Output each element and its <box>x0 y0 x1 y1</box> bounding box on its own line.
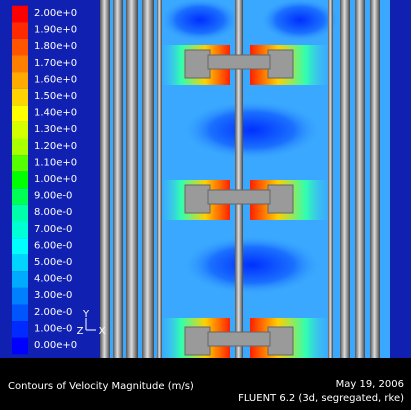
color-swatch <box>12 288 28 305</box>
axis-z: Z <box>77 326 84 337</box>
color-swatch <box>12 305 28 322</box>
color-swatch <box>12 139 28 156</box>
legend-label: 1.70e+0 <box>34 58 77 69</box>
legend-label: 1.80e+0 <box>34 41 77 52</box>
color-swatch <box>12 56 28 73</box>
legend-label: 1.50e+0 <box>34 91 77 102</box>
color-swatch <box>12 6 28 23</box>
color-swatch <box>12 22 28 39</box>
color-swatch <box>12 122 28 139</box>
screenshot: 2.00e+0 1.90e+0 1.80e+0 1.70e+0 1.60e+0 1.50e… <box>0 0 411 410</box>
color-swatch <box>12 271 28 288</box>
color-swatch <box>12 238 28 255</box>
legend-label: 1.90e+0 <box>34 25 77 36</box>
footer-title: Contours of Velocity Magnitude (m/s) <box>8 381 194 392</box>
legend-label: 0.00e+0 <box>34 340 77 351</box>
color-swatch <box>12 205 28 222</box>
footer-solver: FLUENT 6.2 (3d, segregated, rke) <box>238 393 404 404</box>
legend-label: 5.00e-0 <box>34 257 72 268</box>
legend-label: 2.00e+0 <box>34 8 77 19</box>
page: 2.00e+0 1.90e+0 1.80e+0 1.70e+0 1.60e+0 1.50e… <box>0 0 411 410</box>
color-swatch <box>12 172 28 189</box>
legend-label: 7.00e-0 <box>34 224 72 235</box>
legend-label: 4.00e-0 <box>34 274 72 285</box>
legend-label: 1.10e+0 <box>34 157 77 168</box>
legend-label: 1.60e+0 <box>34 74 77 85</box>
color-swatch <box>12 155 28 172</box>
color-swatch <box>12 338 28 355</box>
color-swatch <box>12 72 28 89</box>
legend-label: 1.00e+0 <box>34 174 77 185</box>
legend-label: 9.00e-0 <box>34 191 72 202</box>
legend-label: 1.30e+0 <box>34 124 77 135</box>
color-swatch <box>12 188 28 205</box>
legend-label: 2.00e-0 <box>34 307 72 318</box>
color-swatch <box>12 105 28 122</box>
legend-label: 1.40e+0 <box>34 108 77 119</box>
color-swatch <box>12 321 28 338</box>
color-swatch <box>12 89 28 106</box>
color-swatch <box>12 255 28 272</box>
color-swatch <box>12 39 28 56</box>
color-swatch <box>12 222 28 239</box>
legend-label: 8.00e-0 <box>34 207 72 218</box>
legend-label: 6.00e-0 <box>34 240 72 251</box>
axis-x: X <box>99 326 106 337</box>
legend-label: 1.20e+0 <box>34 141 77 152</box>
footer-date: May 19, 2006 <box>336 379 404 390</box>
axis-y: Y <box>82 309 90 320</box>
legend-label: 3.00e-0 <box>34 290 72 301</box>
legend-label: 1.00e-0 <box>34 323 72 334</box>
